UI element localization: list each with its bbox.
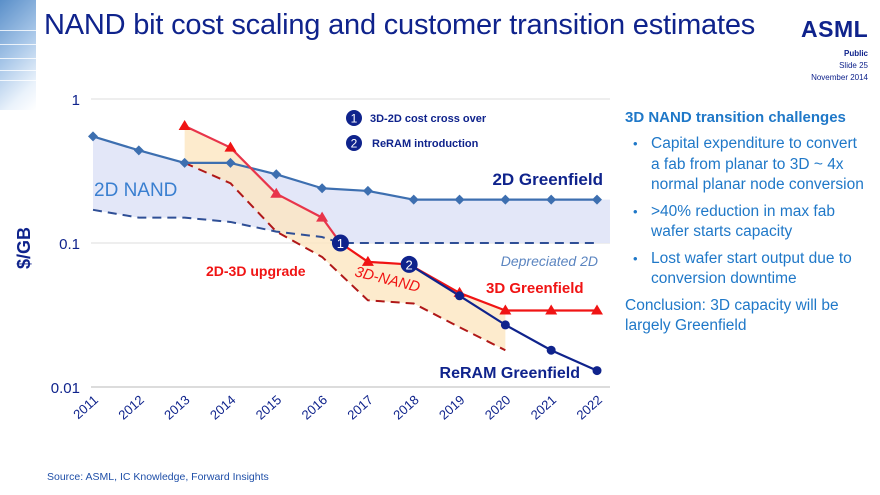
- line-layer: [88, 119, 603, 376]
- point-reram-greenfield: [500, 320, 510, 330]
- point-2d-greenfield: [592, 194, 602, 205]
- point-reram-greenfield: [455, 291, 465, 301]
- asml-logo: ASML: [801, 16, 869, 42]
- x-tick-label: 2022: [573, 392, 605, 422]
- slide-number: Slide 25: [839, 61, 868, 70]
- label-2d-greenfield: 2D Greenfield: [492, 170, 603, 189]
- point-2d-greenfield: [88, 131, 98, 142]
- label-depreciated-2d: Depreciated 2D: [501, 253, 598, 269]
- challenge-item: Capital expenditure to convert a fab fro…: [633, 134, 865, 196]
- decorative-header-graphic: [0, 0, 36, 110]
- legend-label-2: ReRAM introduction: [372, 138, 479, 150]
- milestone-marker-2: [400, 255, 418, 273]
- line-2d-greenfield: [92, 135, 597, 201]
- milestone-marker-1: [331, 234, 349, 252]
- point-3d-greenfield: [591, 304, 603, 315]
- point-3d-greenfield: [545, 304, 558, 315]
- milestone-marker-1-number: 1: [337, 236, 344, 251]
- x-tick-label: 2015: [253, 392, 285, 422]
- classification-label: Public: [843, 49, 868, 58]
- slide-date: November 2014: [811, 73, 868, 82]
- point-reram-greenfield: [546, 345, 556, 355]
- milestone-marker-2-number: 2: [406, 257, 413, 272]
- point-2d-greenfield: [317, 183, 328, 194]
- y-tick-label: 0.01: [51, 380, 80, 397]
- x-tick-label: 2020: [482, 392, 514, 422]
- point-2d-3d-upgrade: [316, 211, 329, 222]
- point-2d-greenfield: [179, 157, 190, 168]
- legend-marker-1-number: 1: [351, 112, 358, 126]
- legend-marker-2-number: 2: [351, 137, 358, 151]
- challenge-item: >40% reduction in max fab wafer starts c…: [633, 202, 865, 243]
- marker-layer: 12: [331, 234, 418, 273]
- band-3d-nand: [184, 125, 506, 351]
- challenge-item: Lost wafer start output due to conversio…: [633, 249, 865, 290]
- slide-title: NAND bit cost scaling and customer trans…: [44, 9, 756, 41]
- point-2d-3d-upgrade: [224, 141, 237, 152]
- point-2d-greenfield: [546, 194, 557, 205]
- point-2d-greenfield: [500, 194, 511, 205]
- point-2d-greenfield: [271, 169, 282, 180]
- source-note: Source: ASML, IC Knowledge, Forward Insi…: [47, 471, 269, 483]
- panel-heading: 3D NAND transition challenges: [625, 109, 846, 126]
- transition-challenges-panel: 3D NAND transition challenges Capital ex…: [625, 108, 865, 337]
- x-tick-label: 2012: [115, 392, 147, 422]
- line-upgrade-lower-bound: [184, 161, 506, 352]
- challenge-list: Capital expenditure to convert a fab fro…: [625, 134, 865, 290]
- legend-marker-2: [346, 135, 362, 151]
- point-2d-3d-upgrade: [270, 187, 283, 198]
- y-tick-label: 1: [72, 92, 80, 109]
- x-tick-label: 2019: [436, 392, 468, 422]
- x-tick-label: 2013: [161, 392, 193, 422]
- point-2d-greenfield: [225, 157, 236, 168]
- point-2d-greenfield: [133, 145, 144, 156]
- legend: 1 3D-2D cost cross over 2 ReRAM introduc…: [346, 110, 487, 151]
- legend-label-1: 3D-2D cost cross over: [370, 113, 487, 125]
- line-depreciated-2d: [92, 208, 597, 244]
- x-tick-label: 2021: [528, 392, 560, 422]
- x-tick-label: 2017: [344, 392, 376, 422]
- label-2d-3d-upgrade: 2D-3D upgrade: [206, 263, 306, 279]
- point-2d-3d-upgrade: [178, 119, 191, 130]
- point-2d-greenfield: [454, 194, 465, 205]
- point-3d-greenfield: [499, 304, 512, 315]
- point-3d-greenfield: [361, 255, 374, 266]
- y-tick-label: 0.1: [59, 236, 80, 253]
- point-reram-greenfield: [592, 366, 602, 376]
- x-tick-label: 2018: [390, 392, 422, 422]
- x-tick-label: 2014: [207, 392, 239, 422]
- point-2d-greenfield: [362, 185, 373, 196]
- y-axis-label: $/GB: [14, 227, 34, 269]
- x-tick-label: 2016: [299, 392, 331, 422]
- legend-marker-1: [346, 110, 362, 126]
- point-2d-greenfield: [408, 194, 419, 205]
- label-reram-greenfield: ReRAM Greenfield: [440, 365, 580, 382]
- conclusion-text: Conclusion: 3D capacity will be largely …: [625, 296, 839, 335]
- label-3d-greenfield: 3D Greenfield: [486, 280, 584, 297]
- band-label-2d-nand: 2D NAND: [94, 180, 177, 201]
